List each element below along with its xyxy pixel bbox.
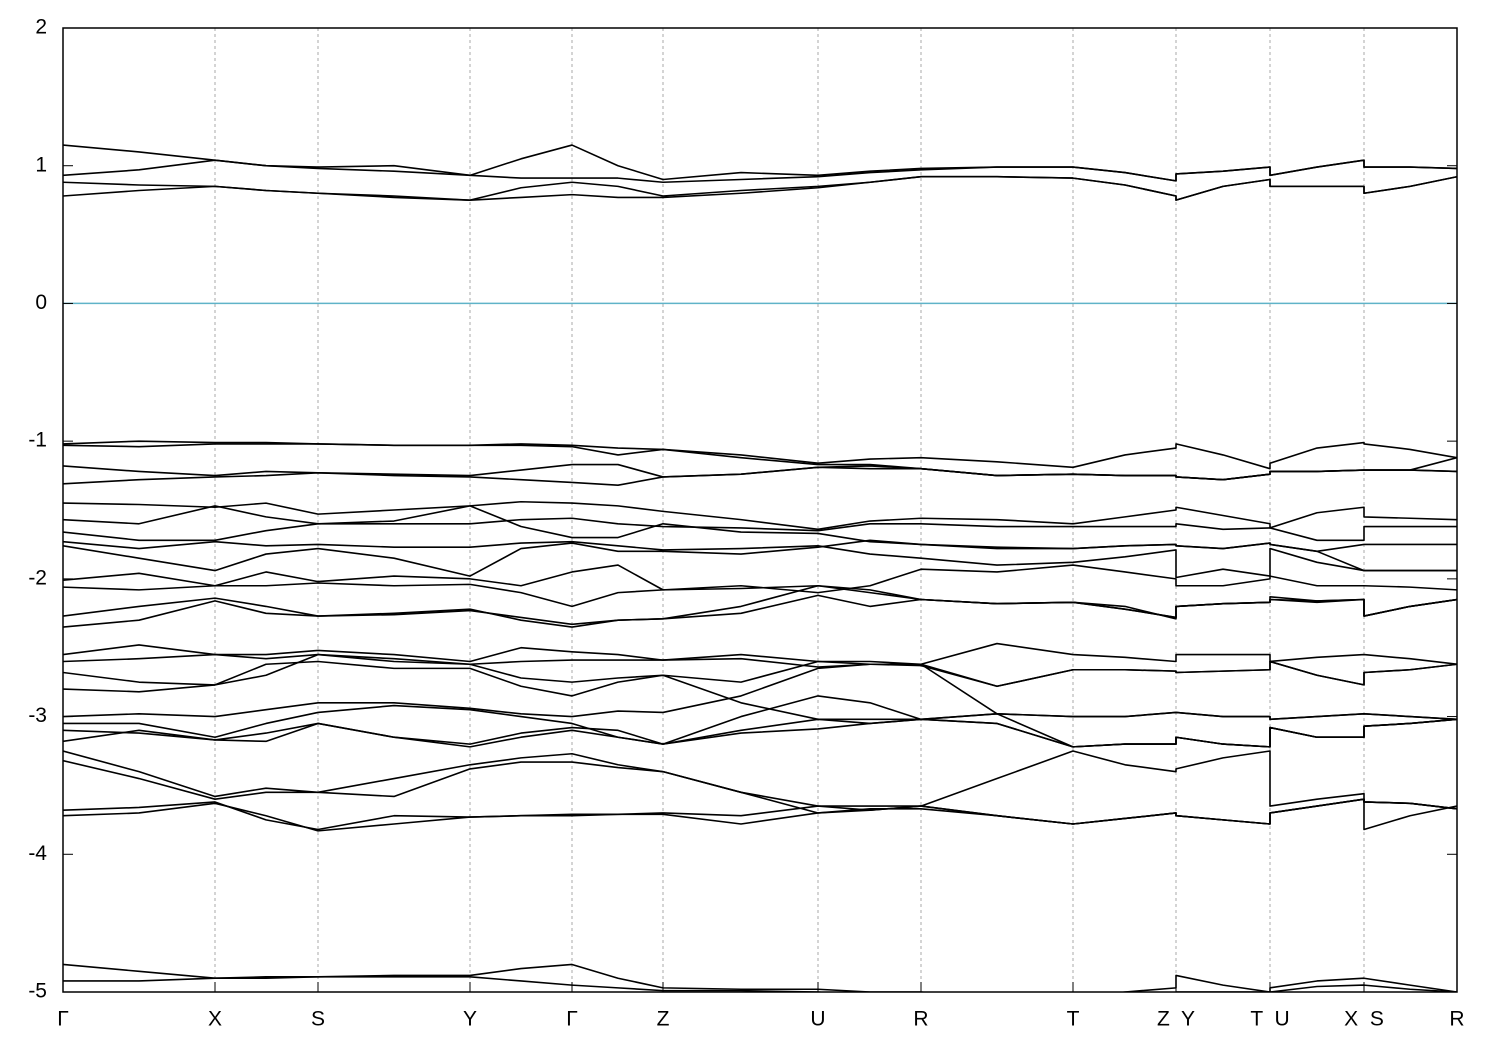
band-line: [63, 505, 1457, 542]
y-tick-label: -5: [28, 980, 47, 1003]
band-line: [63, 539, 1457, 577]
band-line: [63, 465, 1457, 487]
y-tick-label: 1: [35, 153, 47, 176]
band-line: [63, 500, 1457, 531]
plot-frame: [62, 27, 1458, 993]
band-line: [63, 564, 1457, 608]
band-line: [63, 750, 1457, 831]
x-tick-label: T: [1067, 1008, 1080, 1031]
y-tick-label: -1: [28, 429, 47, 452]
x-tick-label: Y: [463, 1008, 477, 1031]
x-tick-label: R: [1449, 1008, 1464, 1031]
band-line: [63, 540, 1457, 579]
y-tick-label: -4: [28, 842, 47, 865]
band-line: [63, 976, 1457, 992]
x-tick-label: T U: [1250, 1008, 1289, 1031]
band-line: [63, 663, 1457, 721]
x-tick-label: Z Y: [1157, 1008, 1195, 1031]
y-tick-label: 0: [35, 291, 47, 314]
bands: [63, 144, 1457, 992]
y-tick-label: 2: [35, 16, 47, 39]
y-tick-label: -3: [28, 704, 47, 727]
y-tick-label: -2: [28, 566, 47, 589]
x-tick-label: X: [208, 1008, 222, 1031]
x-tick-label: X S: [1344, 1008, 1384, 1031]
x-tick-label: U: [810, 1008, 825, 1031]
band-line: [63, 175, 1457, 201]
band-line: [63, 718, 1457, 748]
x-tick-label: R: [913, 1008, 928, 1031]
x-tick-label: Γ: [57, 1008, 69, 1031]
x-tick-label: S: [311, 1008, 325, 1031]
axes: -5 -4 -3 -2 -1 0 1 2 Γ X S Y Γ Z U R T Z Y T U X S R: [28, 16, 1464, 1031]
x-tick-label: Z: [657, 1008, 670, 1031]
x-tick-label: Γ: [566, 1008, 578, 1031]
band-line: [63, 798, 1457, 832]
band-line: [63, 159, 1457, 184]
band-line: [63, 642, 1457, 666]
band-line: [63, 584, 1457, 628]
